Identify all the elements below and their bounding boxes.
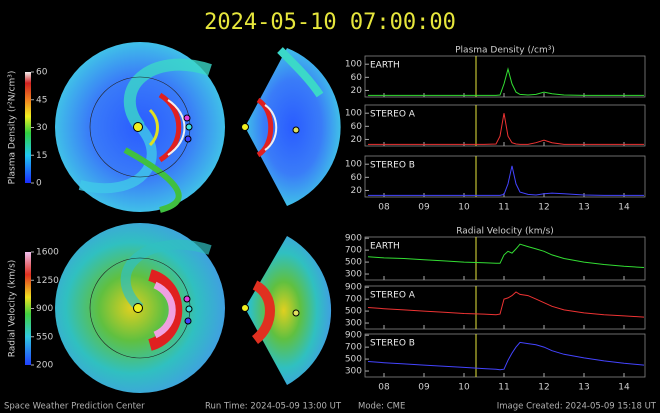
colorbar-tick-label: 200 (36, 361, 53, 371)
x-tick-label: 11 (498, 203, 509, 213)
chart-title: Plasma Density (/cm³) (455, 46, 555, 56)
y-tick-label: 900 (345, 283, 362, 293)
y-tick-label: 60 (351, 122, 363, 132)
series-line (367, 291, 645, 318)
panel (364, 104, 646, 147)
y-tick-label: 300 (345, 367, 362, 377)
y-tick-label: 700 (345, 295, 362, 305)
x-tick-label: 14 (618, 203, 630, 213)
y-tick-label: 500 (345, 258, 362, 268)
x-tick-label: 09 (418, 203, 430, 213)
footer-text: Image Created: 2024-05-09 15:18 UT (497, 402, 657, 412)
x-tick-label: 09 (418, 383, 430, 393)
x-tick-label: 14 (618, 383, 630, 393)
y-tick-label: 20 (351, 186, 363, 196)
x-tick-label: 08 (378, 203, 390, 213)
y-tick-label: 100 (345, 160, 362, 170)
series-line (368, 113, 644, 145)
y-tick-label: 900 (345, 331, 362, 341)
title: 2024-05-10 07:00:00 (204, 10, 456, 35)
x-tick-label: 08 (378, 383, 390, 393)
x-tick-label: 11 (498, 383, 509, 393)
panel (364, 285, 646, 330)
panel-label: EARTH (370, 242, 400, 252)
y-tick-label: 100 (345, 60, 362, 70)
y-tick-label: 500 (345, 307, 362, 317)
y-tick-label: 300 (345, 319, 362, 329)
velocity-map (55, 223, 332, 393)
series-line (368, 67, 644, 96)
panel-label: EARTH (370, 61, 400, 71)
colorbar-tick-label: 60 (36, 68, 48, 78)
chart-title: Radial Velocity (km/s) (456, 227, 554, 237)
y-tick-label: 900 (345, 234, 362, 244)
panel (364, 155, 646, 198)
x-tick-label: 12 (538, 203, 549, 213)
colorbar-tick-label: 900 (36, 304, 53, 314)
series-line (367, 243, 645, 268)
y-tick-label: 60 (351, 73, 363, 83)
x-tick-label: 10 (458, 383, 470, 393)
panel-label: STEREO A (370, 291, 416, 301)
y-tick-label: 300 (345, 270, 362, 280)
x-tick-label: 10 (458, 203, 470, 213)
panel (364, 55, 646, 98)
panel-label: STEREO A (370, 110, 416, 120)
colorbar-label: Plasma Density (r²N/cm³) (8, 71, 18, 185)
y-tick-label: 700 (345, 343, 362, 353)
density-map (55, 42, 341, 213)
colorbar-tick-label: 0 (36, 179, 42, 189)
colorbar-tick-label: 1250 (36, 276, 59, 286)
x-tick-label: 13 (578, 203, 589, 213)
x-tick-label: 13 (578, 383, 589, 393)
footer-text: Run Time: 2024-05-09 13:00 UT (205, 402, 342, 412)
panel-label: STEREO B (370, 339, 415, 349)
colorbar-label: Radial Velocity (km/s) (8, 260, 18, 358)
colorbar-tick-label: 30 (36, 123, 48, 133)
y-tick-label: 500 (345, 355, 362, 365)
colorbar-tick-label: 1600 (36, 248, 59, 258)
x-tick-label: 12 (538, 383, 549, 393)
y-tick-label: 60 (351, 173, 363, 183)
series-line (367, 341, 645, 371)
y-tick-label: 100 (345, 109, 362, 119)
colorbar-tick-label: 45 (36, 95, 47, 105)
footer-text: Space Weather Prediction Center (4, 402, 145, 412)
footer-text: Mode: CME (358, 402, 405, 412)
colorbar-tick-label: 15 (36, 151, 47, 161)
panel (364, 236, 646, 281)
panel-label: STEREO B (370, 161, 415, 171)
colorbar (25, 252, 31, 365)
colorbar-tick-label: 550 (36, 332, 53, 342)
panel (364, 333, 646, 378)
colorbar (25, 72, 31, 183)
y-tick-label: 20 (351, 135, 363, 145)
series-line (368, 165, 644, 196)
y-tick-label: 700 (345, 246, 362, 256)
y-tick-label: 20 (351, 86, 363, 96)
